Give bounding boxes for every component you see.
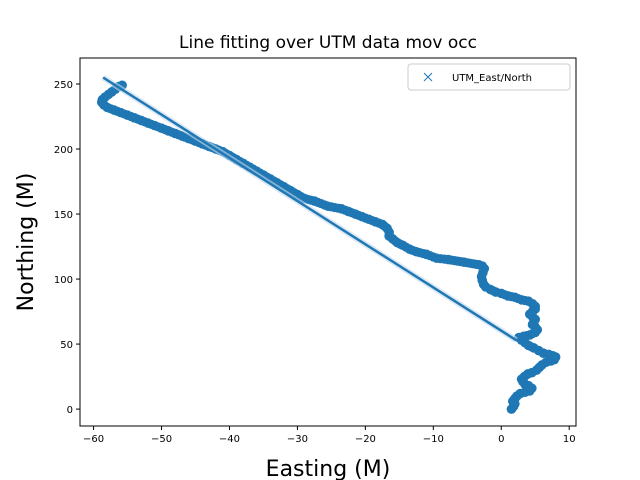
legend: UTM_East/North xyxy=(407,63,571,91)
x-tick-label: −60 xyxy=(83,434,104,445)
x-axis: −60 −50 −40 −30 −20 −10 0 10 xyxy=(83,426,576,445)
y-tick-label: 250 xyxy=(54,80,73,91)
x-tick-label: −20 xyxy=(355,434,376,445)
legend-box xyxy=(407,63,571,91)
axes-frame xyxy=(79,57,577,427)
y-tick-label: 50 xyxy=(60,340,73,351)
x-tick-label: −10 xyxy=(423,434,444,445)
x-tick-label: −30 xyxy=(287,434,308,445)
y-tick-label: 100 xyxy=(54,275,73,286)
legend-x-marker-icon xyxy=(423,72,433,82)
y-tick-label: 0 xyxy=(67,405,73,416)
plot-area xyxy=(96,74,561,414)
legend-label: UTM_East/North xyxy=(452,73,532,84)
x-tick-label: −40 xyxy=(219,434,240,445)
y-tick-label: 200 xyxy=(54,145,73,156)
y-axis: 0 50 100 150 200 250 xyxy=(54,80,80,416)
y-axis-label: Northing (M) xyxy=(14,173,39,312)
x-tick-label: 0 xyxy=(498,434,504,445)
chart-title: Line fitting over UTM data mov occ xyxy=(179,33,477,53)
y-tick-label: 150 xyxy=(54,210,73,221)
x-tick-label: −50 xyxy=(151,434,172,445)
x-tick-label: 10 xyxy=(563,434,576,445)
fit-line xyxy=(102,76,517,342)
x-axis-label: Easting (M) xyxy=(266,457,391,480)
